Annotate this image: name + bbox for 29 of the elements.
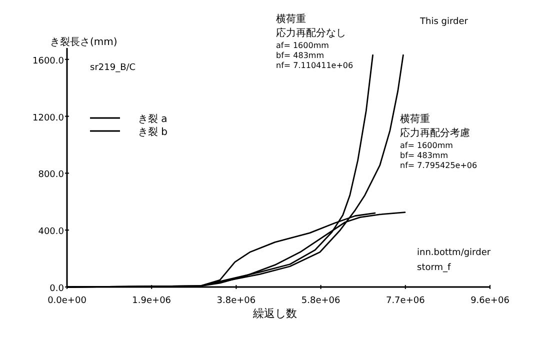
y-tick-label: 1200.0 [32,113,64,124]
annotation: sr219_B/C [90,63,136,73]
annotation: storm_f [417,263,452,273]
text: This girder [419,17,468,27]
y-tick-label: 400.0 [38,227,64,238]
x-tick-label: 7.7e+06 [386,296,426,306]
annotation: af= 1600mm [276,41,330,50]
annotation: bf= 483mm [276,51,324,60]
legend-label: き裂 a [138,113,168,125]
annotation: 横荷重 [400,113,430,125]
y-axis-title: き裂長さ(mm) [50,36,118,48]
y-tick-label: 1600.0 [32,56,64,66]
x-tick-label: 9.6e+06 [470,296,510,306]
text: 横荷重 [276,13,306,25]
legend-label: き裂 b [138,126,168,138]
annotation: inn.bottm/girder [417,248,491,258]
annotation: nf= 7.795425e+06 [400,161,478,170]
x-tick-label: 0.0e+00 [48,296,87,306]
text: 応力再配分なし [276,27,346,39]
y-tick-label: 0.0 [50,284,64,294]
annotation: nf= 7.110411e+06 [276,61,354,70]
annotation: 応力再配分考慮 [400,127,470,139]
x-tick-label: 5.8e+06 [301,296,340,306]
annotation: af= 1600mm [400,141,454,150]
annotation: bf= 483mm [400,151,448,160]
x-tick-label: 3.8e+06 [216,296,256,306]
x-axis-title: 繰返し数 [252,307,297,320]
y-tick-label: 800.0 [38,170,64,180]
x-tick-label: 1.9e+06 [132,296,172,306]
